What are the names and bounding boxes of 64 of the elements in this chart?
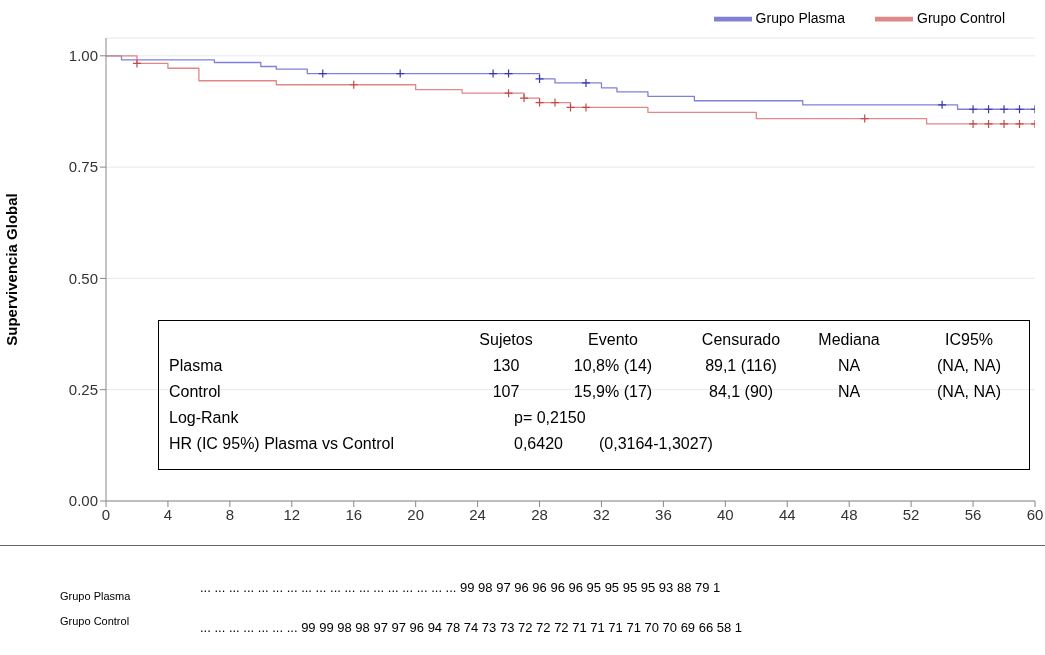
y-tick-label: 1.00 xyxy=(68,47,98,65)
x-tick-label: 36 xyxy=(655,505,672,523)
legend-label: Grupo Plasma xyxy=(755,9,846,26)
text: Grupo Plasma xyxy=(60,590,131,602)
x-tick-label: 56 xyxy=(964,505,982,523)
point xyxy=(519,93,529,103)
annotation: Plasma xyxy=(169,357,223,375)
x-tick-label: 44 xyxy=(778,505,796,523)
point xyxy=(968,119,978,129)
x-tick-label: 16 xyxy=(345,505,363,523)
annotation: 84,1 (90) xyxy=(708,383,774,401)
x-tick-label: 24 xyxy=(469,505,486,523)
annotation: 89,1 (116) xyxy=(705,357,777,375)
point xyxy=(581,78,591,88)
x-tick-label: 52 xyxy=(902,505,920,523)
point xyxy=(534,74,545,84)
annotation: Mediana xyxy=(818,331,880,349)
x-tick-label: 4 xyxy=(163,505,173,523)
annotation: 107 xyxy=(492,383,520,401)
point xyxy=(1014,119,1025,129)
annotation: p= 0,2150 xyxy=(514,409,586,427)
annotation: HR (IC 95%) Plasma vs Control xyxy=(169,435,394,453)
x-tick-label: 0 xyxy=(101,505,111,523)
annotation: NA xyxy=(837,357,861,375)
annotation: IC95% xyxy=(944,331,994,349)
point xyxy=(550,97,560,108)
annotation: 10,8% (14) xyxy=(573,357,653,375)
y-axis-title: Supervivencia Global xyxy=(3,193,21,346)
text: ... ... ... ... ... ... ... 99 99 98 98 97 97 96 94 78 74 73 73 72 72 72 71 71 71 71 70 70 69 66 58 1 xyxy=(200,620,743,635)
point xyxy=(999,119,1009,129)
annotation: 0,6420 xyxy=(514,435,563,453)
annotation: (NA, NA) xyxy=(937,383,1001,401)
annotation: Control xyxy=(169,383,221,401)
annotation: Censurado xyxy=(701,331,781,349)
annotation: Log-Rank xyxy=(169,409,239,427)
y-tick-label: 0.50 xyxy=(68,269,98,287)
point xyxy=(999,104,1009,114)
x-tick-label: 12 xyxy=(283,505,301,523)
point xyxy=(581,102,591,113)
point xyxy=(983,119,994,129)
y-tick-label: 0.00 xyxy=(68,492,98,510)
point xyxy=(132,58,142,68)
x-tick-label: 8 xyxy=(225,505,235,523)
annotation: NA xyxy=(837,383,861,401)
y-tick-label: 0.25 xyxy=(68,381,98,399)
annotation: 15,9% (17) xyxy=(573,383,653,401)
annotation: (NA, NA) xyxy=(937,357,1001,375)
x-tick-label: 40 xyxy=(716,505,734,523)
annotation: (0,3164-1,3027) xyxy=(599,435,713,453)
x-tick-label: 20 xyxy=(407,505,425,523)
point xyxy=(968,104,978,114)
legend-label: Grupo Control xyxy=(917,9,1005,26)
point xyxy=(937,100,947,110)
x-tick-label: 32 xyxy=(593,505,610,523)
point xyxy=(488,69,498,79)
text: Grupo Control xyxy=(60,615,130,627)
annotation: Evento xyxy=(588,331,638,349)
x-tick-label: 48 xyxy=(840,505,858,523)
y-tick-label: 0.75 xyxy=(68,158,98,176)
text: ... ... ... ... ... ... ... ... ... ... ... ... ... ... ... ... ... ... 99 98 97 96 96 96 96 95 95 95 95 93 88 79 1 xyxy=(200,580,721,595)
annotation: Sujetos xyxy=(479,331,533,349)
x-tick-label: 60 xyxy=(1026,505,1044,523)
x-tick-label: 28 xyxy=(531,505,548,523)
annotation: 130 xyxy=(492,357,520,375)
